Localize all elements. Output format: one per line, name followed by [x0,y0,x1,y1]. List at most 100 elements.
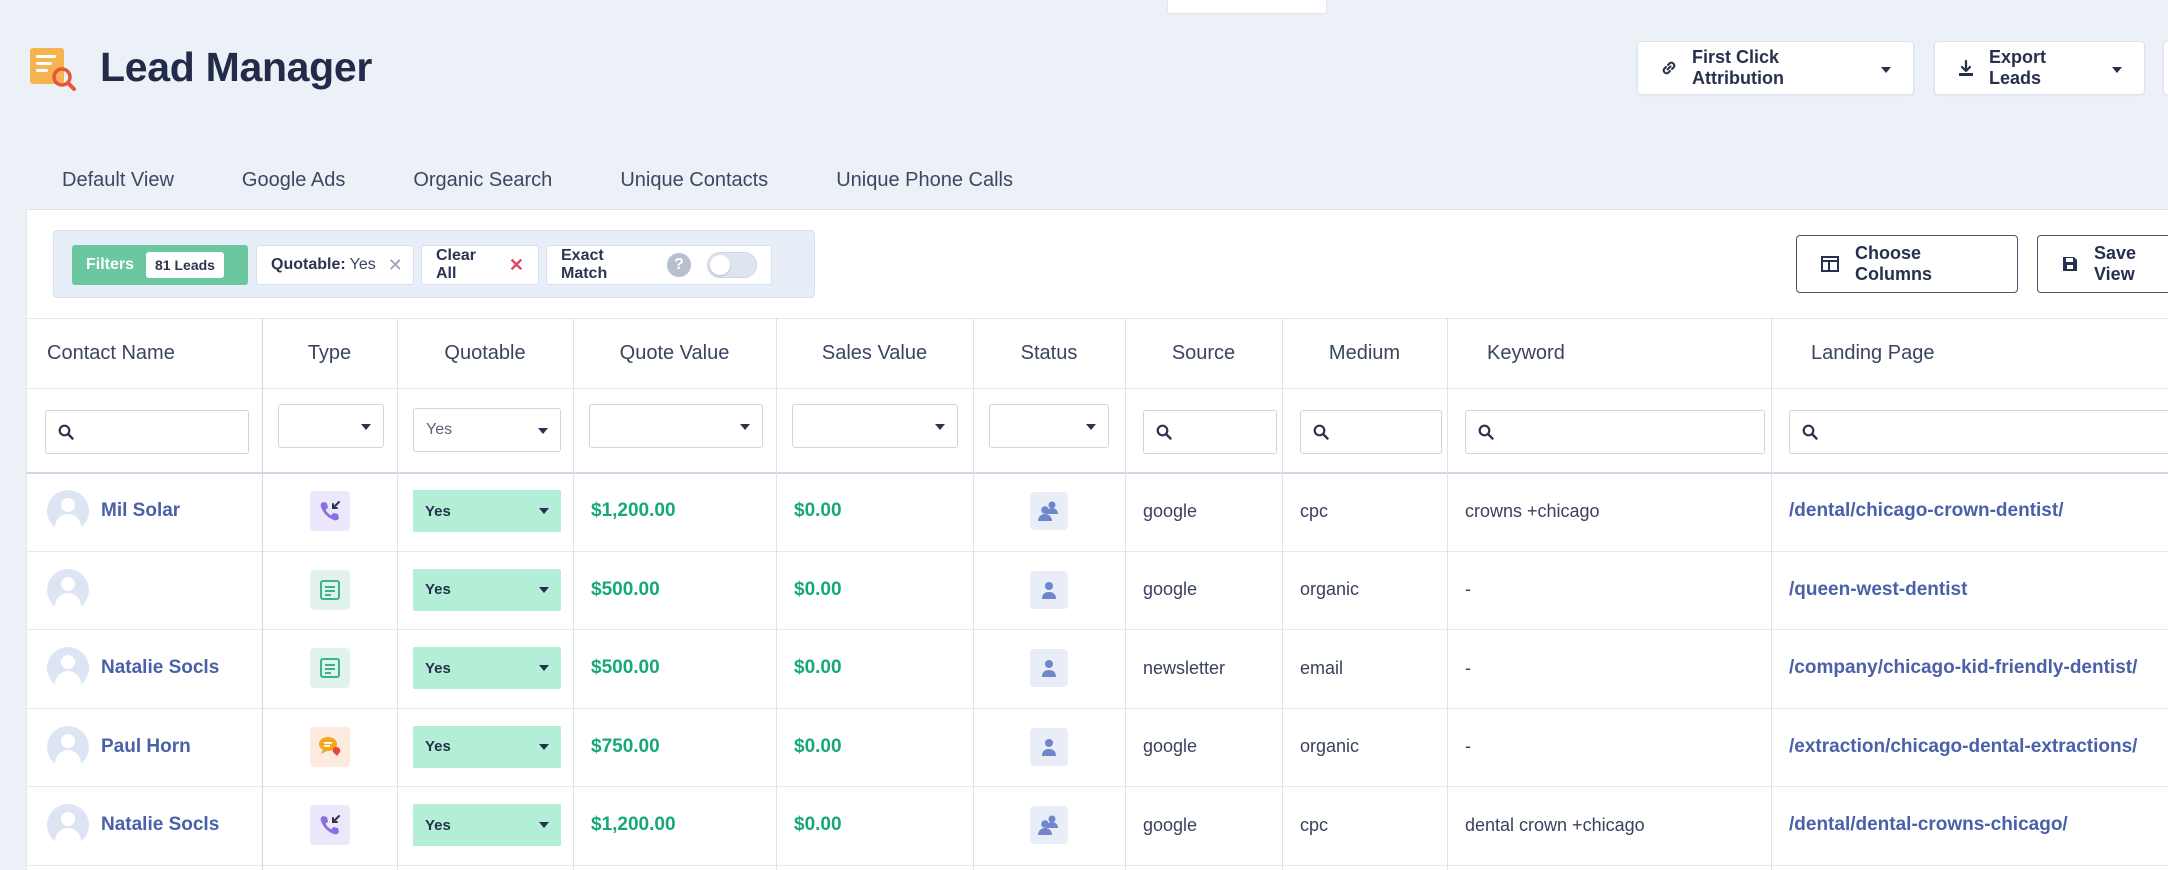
keyword-search-input[interactable] [1465,410,1765,454]
clear-all-button[interactable]: Clear All ✕ [421,245,539,285]
quotable-select-value: Yes [425,503,451,520]
chevron-down-icon [2112,67,2122,73]
column-header-landing-page[interactable]: Landing Page [1811,318,2168,388]
tab-google-ads[interactable]: Google Ads [208,150,379,210]
sales-value-filter-select[interactable] [792,404,958,448]
quotable-filter-key: Quotable: [271,256,346,274]
medium-cell: cpc [1300,472,1445,551]
leads-panel: Filters 81 Leads Quotable: Yes ✕ Clear A… [26,209,2168,870]
chevron-down-icon [539,822,549,828]
sales-value-cell[interactable]: $0.00 [794,629,974,708]
chevron-down-icon [539,508,549,514]
help-icon[interactable]: ? [667,253,690,277]
quotable-select[interactable]: Yes [413,726,561,768]
landing-page-link[interactable]: /dental/dental-crowns-chicago/ [1789,786,2168,865]
single-user-icon[interactable] [1030,571,1068,609]
exact-match-toggle[interactable] [707,252,757,278]
export-leads-button[interactable]: Export Leads [1934,41,2145,95]
quote-value-filter-select[interactable] [589,404,763,448]
contact-name-link[interactable]: Natalie Socls [101,814,219,836]
source-search-input[interactable] [1143,410,1277,454]
sales-value-cell[interactable]: $0.00 [794,708,974,787]
contact-name-link[interactable]: Mil Solar [101,500,180,522]
status-cell [973,708,1125,787]
column-header-type[interactable]: Type [262,318,397,388]
quote-value-cell[interactable]: $1,200.00 [591,472,771,551]
quotable-select-value: Yes [425,581,451,598]
status-cell [973,629,1125,708]
quotable-select[interactable]: Yes [413,490,561,532]
filters-button[interactable]: Filters 81 Leads [72,245,248,285]
download-icon [1957,59,1975,77]
column-header-quote-value[interactable]: Quote Value [573,318,776,388]
leads-count-badge: 81 Leads [146,252,224,278]
exact-match-control: Exact Match ? [546,245,772,285]
single-user-icon[interactable] [1030,649,1068,687]
chevron-down-icon [1086,424,1096,430]
status-filter-select[interactable] [989,404,1109,448]
tab-default-view[interactable]: Default View [28,150,208,210]
column-header-medium[interactable]: Medium [1282,318,1447,388]
column-header-sales-value[interactable]: Sales Value [776,318,973,388]
columns-icon [1821,256,1839,272]
column-header-status[interactable]: Status [973,318,1125,388]
landing-page-search-input[interactable] [1789,410,2168,454]
single-user-icon[interactable] [1030,728,1068,766]
quotable-select[interactable]: Yes [413,804,561,846]
tab-unique-contacts[interactable]: Unique Contacts [586,150,802,210]
sales-value-cell[interactable]: $0.00 [794,472,974,551]
landing-page-link[interactable]: /company/chicago-kid-friendly-dentist/ [1789,629,2168,708]
landing-page-link[interactable]: /dental/chicago-crown-dentist/ [1789,472,2168,551]
sales-value-cell[interactable]: $0.00 [794,551,974,630]
save-view-button[interactable]: Save View [2037,235,2168,293]
sales-value-cell[interactable]: $0.00 [794,786,974,865]
tab-organic-search[interactable]: Organic Search [379,150,586,210]
medium-cell: email [1300,629,1445,708]
contact-name-link[interactable]: Paul Horn [101,736,191,758]
quote-value-cell[interactable]: $500.00 [591,629,771,708]
medium-search-input[interactable] [1300,410,1442,454]
landing-page-link[interactable]: /queen-west-dentist [1789,551,2168,630]
quotable-filter-select[interactable]: Yes [413,408,561,452]
tab-unique-phone-calls[interactable]: Unique Phone Calls [802,150,1047,210]
form-icon[interactable] [310,648,350,688]
multiple-users-icon[interactable] [1030,806,1068,844]
phone-call-icon[interactable] [310,805,350,845]
contact-cell [47,551,257,630]
quotable-select[interactable]: Yes [413,569,561,611]
column-header-contact-name[interactable]: Contact Name [47,318,262,388]
contact-name-link[interactable]: Natalie Socls [101,657,219,679]
search-icon [1802,424,1818,440]
quote-value-cell[interactable]: $1,200.00 [591,786,771,865]
medium-cell: organic [1300,551,1445,630]
avatar [47,569,89,611]
form-icon[interactable] [310,570,350,610]
column-header-quotable[interactable]: Quotable [397,318,573,388]
contact-name-search-input[interactable] [45,410,249,454]
quote-value-cell[interactable]: $500.00 [591,551,771,630]
chat-icon[interactable] [310,727,350,767]
multiple-users-icon[interactable] [1030,492,1068,530]
column-header-keyword[interactable]: Keyword [1487,318,1771,388]
search-icon [1156,424,1172,440]
choose-columns-button[interactable]: Choose Columns [1796,235,2018,293]
type-filter-select[interactable] [278,404,384,448]
phone-call-icon[interactable] [310,491,350,531]
contact-cell: Natalie Socls [47,786,257,865]
type-cell [262,629,397,708]
page-title: Lead Manager [100,44,372,91]
table-divider [27,388,2168,389]
quotable-filter-chip[interactable]: Quotable: Yes ✕ [256,245,414,285]
medium-cell: organic [1300,708,1445,787]
more-actions-button[interactable] [2163,41,2168,95]
quotable-select[interactable]: Yes [413,647,561,689]
close-icon[interactable]: ✕ [388,255,403,276]
attribution-dropdown-button[interactable]: First Click Attribution [1637,41,1914,95]
chevron-down-icon [539,587,549,593]
column-header-source[interactable]: Source [1125,318,1282,388]
landing-page-link[interactable]: /extraction/chicago-dental-extractions/ [1789,708,2168,787]
filters-label: Filters [86,256,134,274]
save-view-label: Save View [2094,243,2168,285]
quote-value-cell[interactable]: $750.00 [591,708,771,787]
filter-bar: Filters 81 Leads Quotable: Yes ✕ Clear A… [53,230,815,298]
